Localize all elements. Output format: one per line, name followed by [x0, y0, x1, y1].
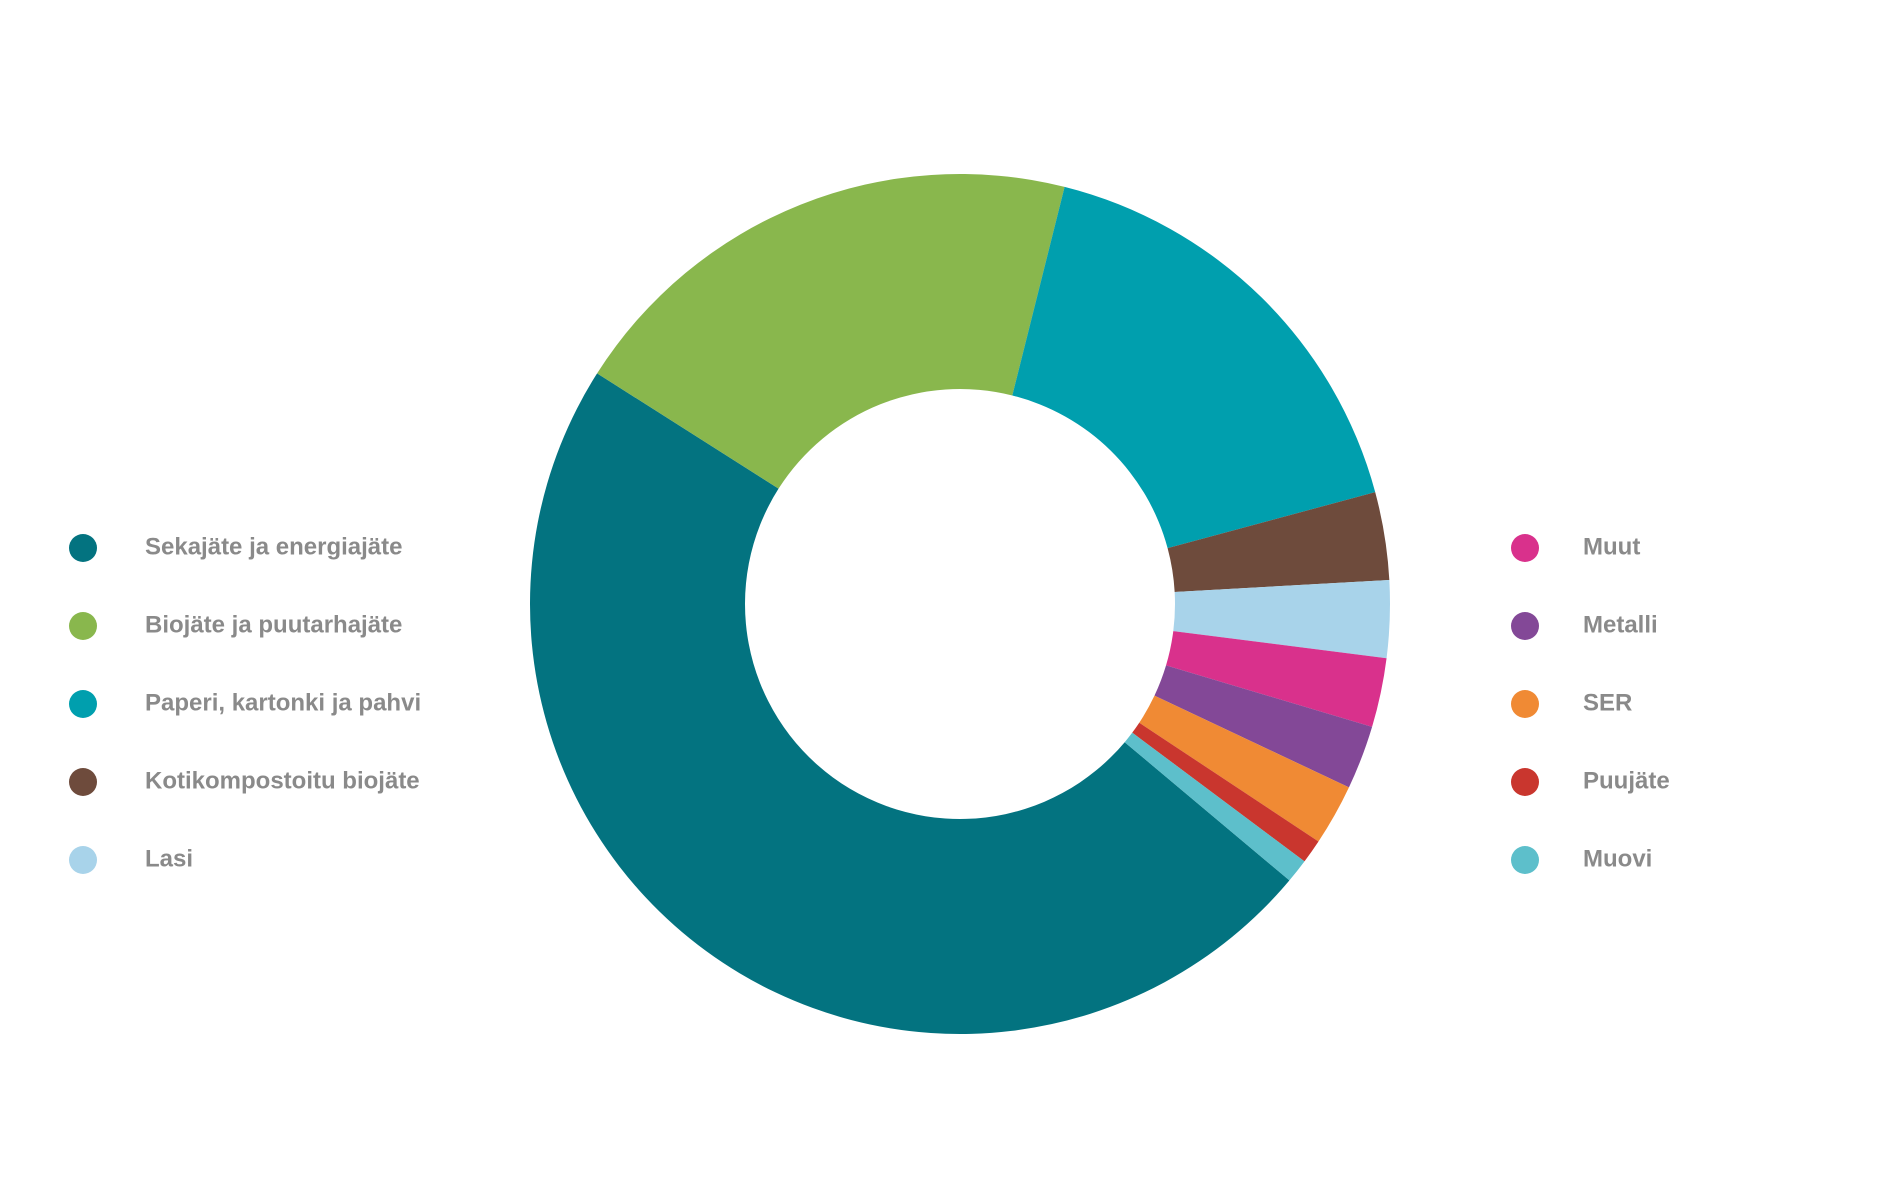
legend-label: Lasi: [145, 845, 193, 872]
legend-marker: [69, 768, 97, 796]
legend-label: SER: [1583, 689, 1632, 716]
legend-label: Muovi: [1583, 845, 1652, 872]
donut-slice: [1139, 695, 1349, 842]
donut-slice: [1166, 631, 1387, 727]
donut-slice: [597, 173, 1065, 489]
donut-slice: [1124, 732, 1305, 881]
legend-label: Sekajäte ja energiajäte: [145, 533, 402, 560]
legend-marker: [1511, 690, 1539, 718]
legend-marker: [69, 690, 97, 718]
legend-marker: [1511, 768, 1539, 796]
legend-marker: [69, 534, 97, 562]
legend-marker: [1511, 846, 1539, 874]
donut-slice: [1167, 492, 1390, 592]
legend-marker: [1511, 612, 1539, 640]
donut-slice: [1173, 579, 1390, 659]
legend-label: Muut: [1583, 533, 1640, 560]
legend-label: Kotikompostoitu biojäte: [145, 767, 420, 794]
legend-marker: [69, 612, 97, 640]
legend-marker: [69, 846, 97, 874]
legend-label: Metalli: [1583, 611, 1658, 638]
legend-label: Puujäte: [1583, 767, 1670, 794]
legend-marker: [1511, 534, 1539, 562]
donut-slice: [529, 373, 1290, 1035]
legend-label: Biojäte ja puutarhajäte: [145, 611, 402, 638]
legend-label: Paperi, kartonki ja pahvi: [145, 689, 421, 716]
donut-slice: [1012, 186, 1376, 549]
donut-slice: [1154, 665, 1373, 788]
donut-slice: [1132, 722, 1319, 862]
